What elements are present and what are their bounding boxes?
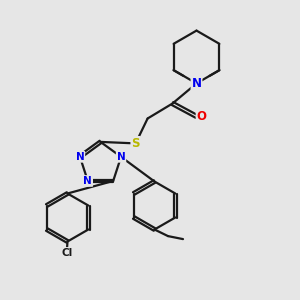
Text: N: N [76, 152, 84, 162]
Text: N: N [191, 77, 202, 90]
Text: Cl: Cl [61, 248, 73, 258]
Text: O: O [196, 110, 207, 123]
Text: N: N [117, 152, 125, 162]
Text: S: S [131, 137, 140, 150]
Text: N: N [83, 176, 92, 186]
